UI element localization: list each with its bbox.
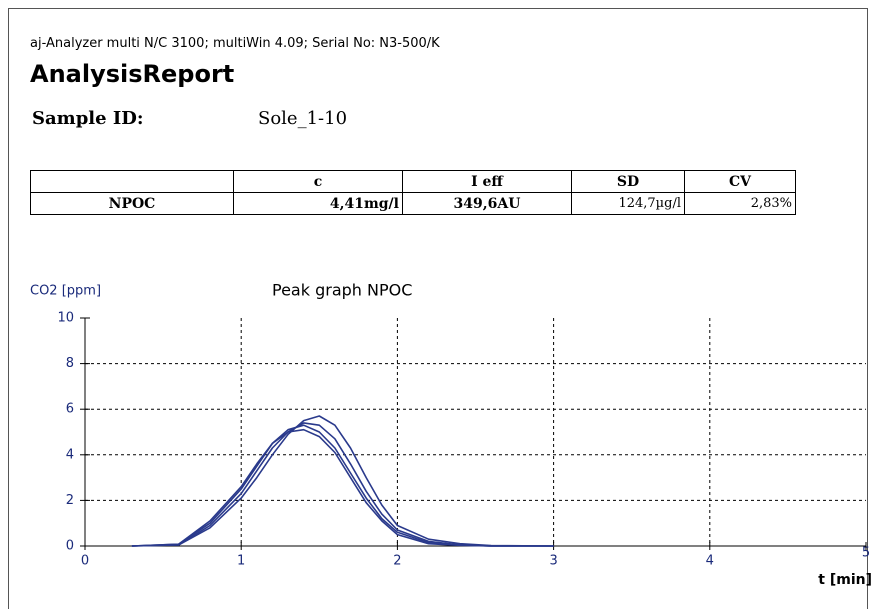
y-tick-label: 8: [66, 356, 74, 371]
x-tick-label: 1: [237, 554, 245, 569]
x-tick-label: 3: [549, 554, 557, 569]
report-title: AnalysisReport: [30, 60, 235, 88]
y-tick-label: 6: [66, 402, 74, 417]
peak-curve: [131, 424, 554, 547]
chart-title: Peak graph NPOC: [272, 281, 412, 300]
peak-curve: [131, 415, 554, 547]
y-tick-label: 2: [66, 493, 74, 508]
cell: 4,41mg/l: [233, 192, 403, 215]
y-tick-label: 4: [66, 447, 74, 462]
y-axis-label: CO2 [ppm]: [30, 284, 101, 299]
peak-curve: [131, 422, 554, 547]
y-tick-label: 10: [57, 311, 74, 326]
instrument-line: aj-Analyzer multi N/C 3100; multiWin 4.0…: [30, 36, 440, 51]
cell: 349,6AU: [402, 192, 572, 215]
header-cell: SD: [571, 170, 685, 193]
peak-curve: [131, 428, 554, 547]
cell: 124,7µg/l: [571, 192, 685, 215]
x-tick-label: 2: [393, 554, 401, 569]
sample-value: Sole_1-10: [258, 108, 348, 129]
cell: NPOC: [30, 192, 234, 215]
result-table: c I eff SD CV NPOC 4,41mg/l 349,6AU 124,…: [30, 170, 796, 215]
y-tick-label: 0: [66, 539, 74, 554]
x-tick-label: 0: [81, 554, 89, 569]
sample-label: Sample ID:: [32, 108, 144, 129]
report-frame: [8, 8, 868, 609]
x-tick-label: 5: [862, 546, 870, 561]
x-axis-label: t [min]: [818, 572, 872, 588]
x-tick-label: 4: [706, 554, 714, 569]
cell: 2,83%: [684, 192, 796, 215]
